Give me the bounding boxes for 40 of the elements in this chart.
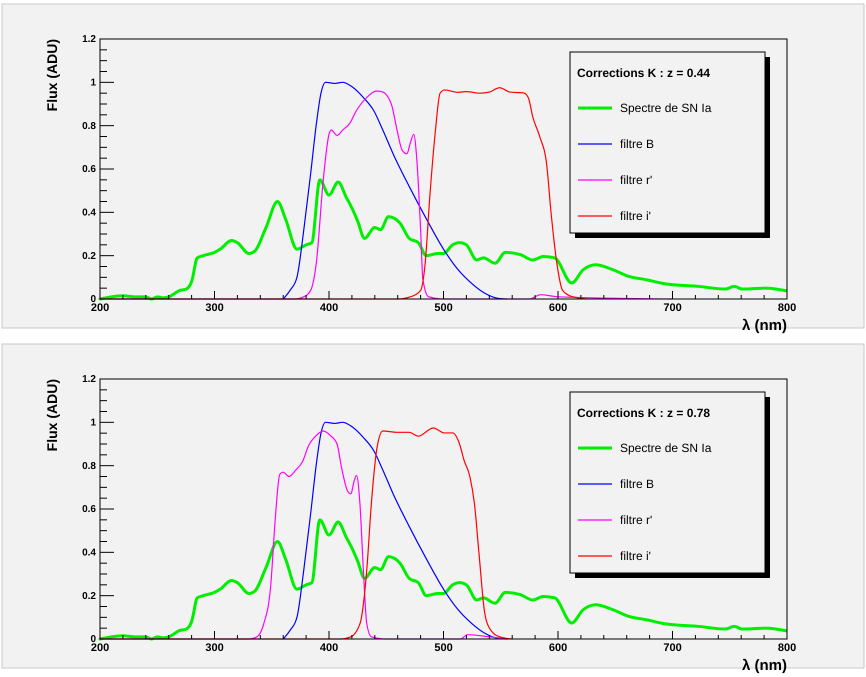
legend-label: filtre i': [620, 549, 651, 563]
x-axis-title: λ (nm): [742, 657, 788, 674]
y-tick-label: 1: [90, 78, 96, 89]
x-tick-label: 700: [663, 302, 682, 314]
legend-title: Corrections K : z = 0.78: [577, 406, 710, 420]
y-tick-label: 1.2: [82, 374, 96, 386]
x-tick-label: 600: [548, 642, 568, 654]
x-tick-label: 200: [90, 642, 110, 654]
x-tick-label: 800: [778, 642, 796, 654]
legend-label: filtre r': [620, 513, 652, 527]
y-tick-label: 0.2: [82, 590, 96, 602]
legend-label: filtre r': [620, 173, 652, 187]
legend-label: Spectre de SN Ia: [620, 101, 712, 115]
legend-title: Corrections K : z = 0.44: [577, 66, 710, 80]
legend-label: filtre B: [620, 137, 654, 151]
x-tick-label: 500: [434, 302, 453, 314]
y-tick-label: 1: [90, 418, 96, 429]
y-axis-title: Flux (ADU): [44, 379, 60, 452]
y-axis-title: Flux (ADU): [44, 39, 60, 112]
y-tick-label: 0.2: [82, 250, 96, 262]
x-tick-label: 600: [548, 302, 568, 314]
legend-label: Spectre de SN Ia: [620, 441, 712, 455]
y-tick-label: 0.8: [82, 120, 96, 132]
x-tick-label: 300: [205, 642, 224, 654]
legend-label: filtre B: [620, 477, 654, 491]
legend-label: filtre i': [620, 209, 651, 223]
x-tick-label: 700: [663, 642, 682, 654]
y-tick-label: 1.2: [82, 34, 96, 46]
y-tick-label: 0.6: [82, 164, 96, 176]
x-tick-label: 400: [320, 642, 338, 654]
y-tick-label: 0.6: [82, 504, 96, 516]
x-tick-label: 200: [90, 302, 110, 314]
x-tick-label: 500: [434, 642, 453, 654]
y-tick-label: 0.4: [82, 548, 96, 559]
y-tick-label: 0.8: [82, 460, 96, 472]
x-tick-label: 300: [205, 302, 224, 314]
y-tick-label: 0.4: [82, 208, 96, 219]
x-tick-label: 800: [778, 302, 796, 314]
x-tick-label: 400: [320, 302, 338, 314]
x-axis-title: λ (nm): [742, 317, 788, 334]
